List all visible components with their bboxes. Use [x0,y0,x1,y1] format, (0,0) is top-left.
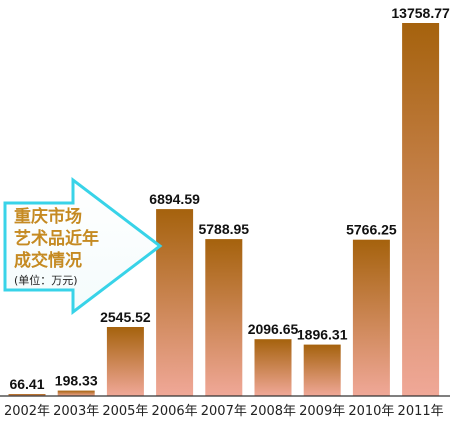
callout-arrow-shape [3,176,163,316]
bar-2009年 [303,344,341,396]
chart-title-line-2: 艺术品近年 [14,228,99,249]
chart-title-line-3: 成交情况 [14,250,82,271]
chart-unit-label: (单位：万元) [14,273,78,287]
x-tick-label: 2008年 [250,404,296,419]
bar-2006年 [156,209,194,396]
x-tick-label: 2003年 [53,404,99,419]
x-tick-label: 2005年 [102,404,148,419]
bar-2002年 [8,394,46,396]
value-labels-layer: 66.41 198.332545.526894.595788.952096.651… [9,5,450,392]
x-tick-label: 2011年 [398,404,444,419]
bar-value-label: 66.41 [9,376,44,392]
bar-value-label: 5766.25 [346,222,397,238]
bar-2007年 [205,239,243,396]
x-tick-label: 2002年 [4,404,50,419]
bar-2003年 [57,390,95,396]
tick-labels-layer: 2002年 2003年 2005年 2006年 2007年 2008年 2009年 2010年… [4,404,444,419]
bar-value-label: 2096.65 [248,321,299,337]
bar-value-label: 6894.59 [149,191,200,207]
bar-value-label: 198.33 [55,373,98,389]
x-tick-label: 2009年 [299,404,345,419]
title-callout: 重庆市场 艺术品近年 成交情况 (单位：万元) [3,176,163,316]
x-tick-label: 2010年 [348,404,394,419]
chart-title-line-1: 重庆市场 [14,206,82,227]
x-tick-label: 2006年 [152,404,198,419]
bar-value-label: 2545.52 [100,309,151,325]
bar-2010年 [352,239,390,396]
bar-2011年 [402,23,440,396]
bar-2008年 [254,339,292,396]
x-tick-label: 2007年 [201,404,247,419]
bar-value-label: 13758.77 [391,5,450,21]
bar-2005年 [106,327,144,396]
bar-value-label: 1896.31 [297,327,348,343]
bars-layer [8,23,440,396]
bar-value-label: 5788.95 [198,221,249,237]
